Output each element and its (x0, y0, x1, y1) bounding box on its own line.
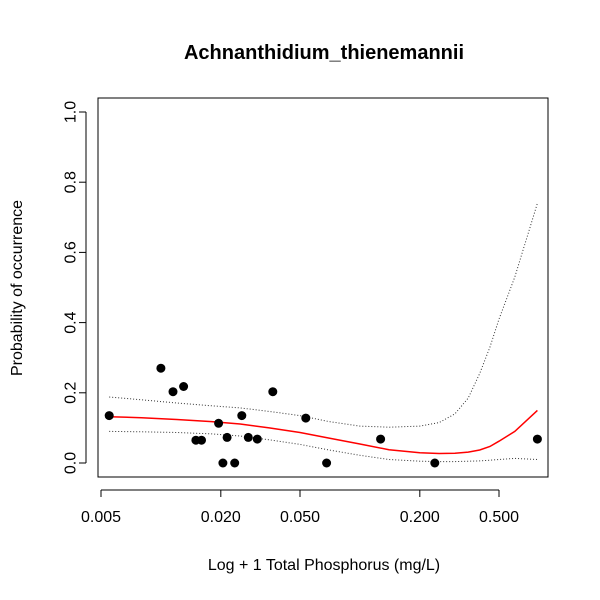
data-point (218, 458, 228, 468)
data-point (197, 435, 206, 445)
data-point (222, 432, 232, 442)
chart-title: Achnanthidium_thienemannii (184, 42, 464, 64)
data-point (237, 411, 247, 421)
x-tick-label: 0.200 (400, 509, 440, 526)
data-point (322, 458, 332, 468)
data-point (156, 363, 166, 373)
x-tick-label: 0.020 (201, 509, 241, 526)
y-tick-label: 0.8 (63, 171, 80, 193)
data-point (430, 458, 440, 468)
data-point (268, 387, 278, 397)
confidence-band (109, 203, 538, 463)
x-axis-label: Log + 1 Total Phosphorus (mg/L) (208, 557, 440, 574)
data-points (104, 363, 542, 468)
y-tick-label: 0.0 (63, 452, 80, 474)
data-point (104, 411, 114, 421)
y-tick-label: 0.4 (63, 311, 80, 333)
data-point (214, 418, 224, 428)
y-axis: 0.0 0.2 0.4 0.6 0.8 1.0 (63, 101, 87, 474)
x-tick-label: 0.500 (479, 509, 519, 526)
fit-curve (109, 409, 538, 455)
fit-line (109, 409, 538, 455)
x-tick-label: 0.005 (81, 509, 121, 526)
data-point (252, 434, 262, 444)
y-axis-label: Probability of occurrence (9, 200, 26, 376)
plot-frame (97, 97, 549, 478)
data-point (168, 387, 178, 397)
x-axis: 0.005 0.020 0.050 0.200 0.500 (81, 489, 519, 526)
ci-lower-line (109, 430, 538, 463)
y-tick-label: 1.0 (63, 101, 80, 123)
y-tick-label: 0.2 (63, 382, 80, 404)
data-point (230, 458, 240, 468)
data-point (376, 434, 386, 444)
ci-upper-line (109, 203, 538, 428)
y-tick-label: 0.6 (63, 241, 80, 263)
data-point (301, 413, 311, 423)
x-tick-label: 0.050 (280, 509, 320, 526)
data-point (532, 434, 542, 444)
data-point (243, 432, 253, 442)
data-point (179, 382, 189, 391)
